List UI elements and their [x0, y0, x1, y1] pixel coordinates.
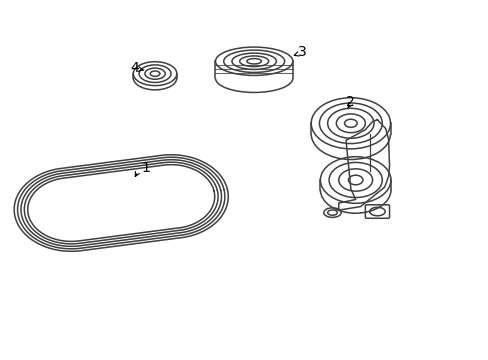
Text: 4: 4 — [130, 61, 139, 75]
Text: 1: 1 — [141, 161, 149, 175]
Text: 3: 3 — [298, 45, 306, 59]
Text: 2: 2 — [346, 95, 354, 109]
